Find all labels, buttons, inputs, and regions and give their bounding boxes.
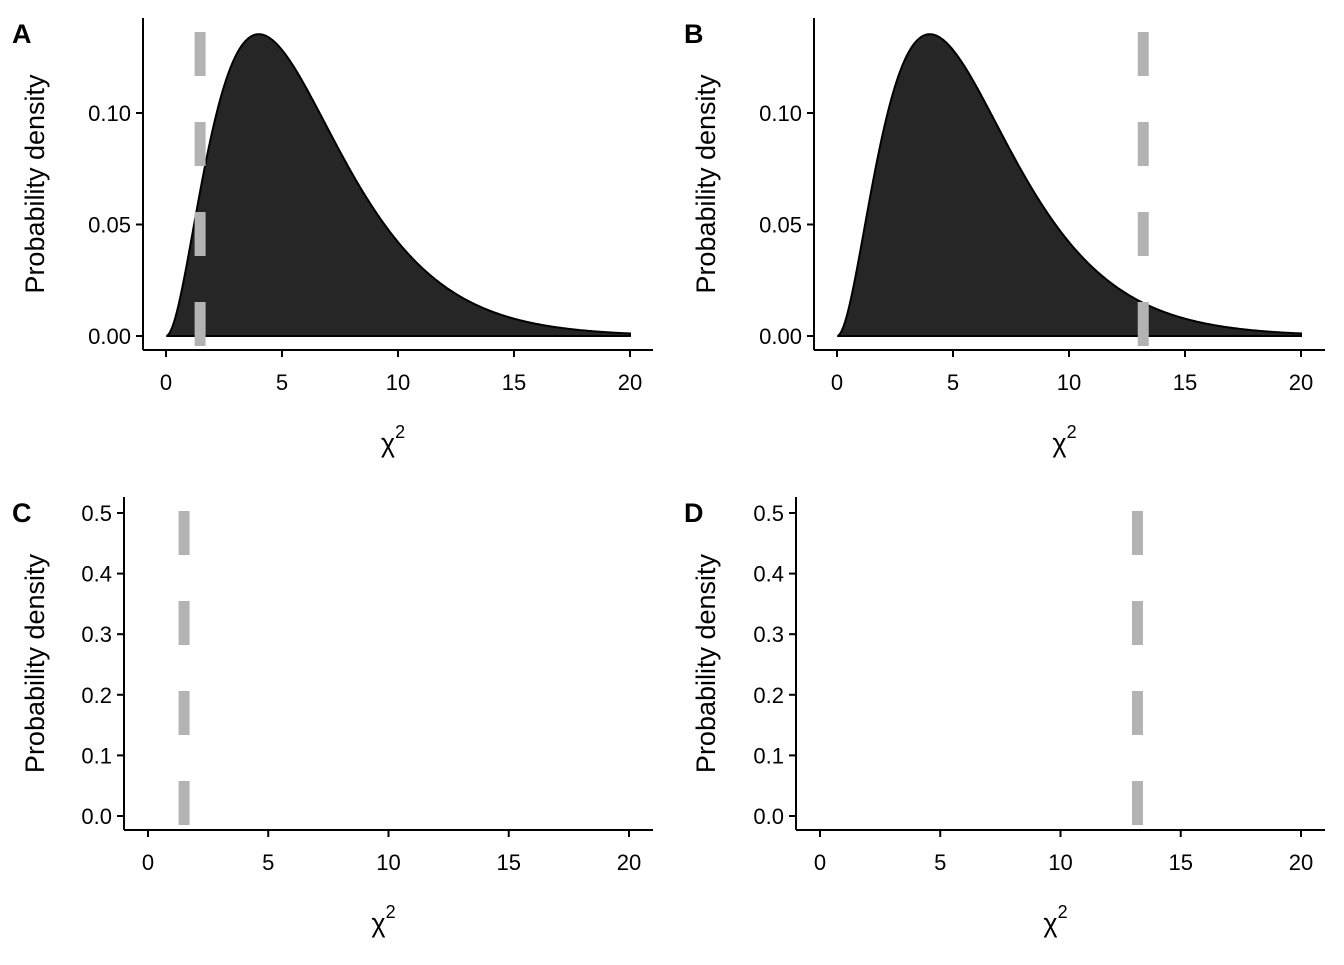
x-tick-label: 0 [142, 850, 154, 875]
y-tick-label: 0.0 [81, 804, 112, 829]
x-tick-label: 20 [1289, 850, 1313, 875]
x-tick-label: 5 [276, 370, 288, 395]
x-tick-label: 20 [618, 370, 642, 395]
y-tick-label: 0.0 [753, 804, 784, 829]
y-tick-label: 0.4 [753, 562, 784, 587]
y-tick-label: 0.3 [81, 622, 112, 647]
panel-tag: D [684, 498, 704, 528]
y-tick-label: 0.1 [81, 743, 112, 768]
y-tick-label: 0.4 [81, 562, 112, 587]
x-tick-label: 15 [1169, 850, 1193, 875]
x-tick-label: 10 [1048, 850, 1072, 875]
x-tick-label: 15 [502, 370, 526, 395]
density-area [837, 33, 1302, 337]
y-tick-label: 0.10 [88, 101, 131, 126]
x-tick-label: 10 [376, 850, 400, 875]
y-axis-title: Probability density [691, 553, 721, 773]
x-tick-label: 20 [1289, 370, 1313, 395]
y-tick-label: 0.00 [88, 324, 131, 349]
x-tick-label: 5 [947, 370, 959, 395]
y-tick-label: 0.5 [81, 501, 112, 526]
y-axis-title: Probability density [20, 74, 50, 294]
y-tick-label: 0.00 [759, 324, 802, 349]
x-axis-title-chi: χ [1043, 908, 1057, 938]
x-axis-title-sup: 2 [1067, 422, 1077, 442]
x-axis-title: χ2 [371, 902, 395, 938]
x-axis-title: χ2 [1043, 902, 1067, 938]
x-tick-label: 20 [617, 850, 641, 875]
x-tick-label: 10 [386, 370, 410, 395]
y-tick-label: 0.10 [759, 101, 802, 126]
panel-c: 0 5 10 15 20 0.0 0.1 0.2 0.3 0.4 0.5 χ2 Probability … [12, 497, 653, 938]
x-tick-label: 5 [934, 850, 946, 875]
x-axis-title-chi: χ [381, 428, 395, 458]
x-tick-label: 10 [1057, 370, 1081, 395]
y-tick-label: 0.05 [88, 213, 131, 238]
y-axis-title: Probability density [20, 553, 50, 773]
y-tick-label: 0.2 [81, 683, 112, 708]
x-axis-title-chi: χ [1052, 428, 1066, 458]
x-axis-title: χ2 [1052, 422, 1076, 458]
panel-tag: C [12, 498, 32, 528]
x-tick-label: 0 [831, 370, 843, 395]
y-tick-label: 0.1 [753, 743, 784, 768]
x-axis-title-sup: 2 [386, 902, 396, 922]
x-axis-title-chi: χ [371, 908, 385, 938]
y-tick-label: 0.2 [753, 683, 784, 708]
y-axis-title: Probability density [691, 74, 721, 294]
panel-tag: A [12, 19, 32, 49]
panel-a: 0 5 10 15 20 0.00 0.05 0.10 χ2 Probability densit… [12, 18, 653, 458]
y-tick-label: 0.05 [759, 213, 802, 238]
x-tick-label: 5 [262, 850, 274, 875]
x-axis-title-sup: 2 [1058, 902, 1068, 922]
panel-tag: B [684, 19, 704, 49]
x-tick-label: 0 [814, 850, 826, 875]
panel-b: 0 5 10 15 20 0.00 0.05 0.10 χ2 Probability densit… [684, 18, 1325, 458]
x-tick-label: 15 [497, 850, 521, 875]
y-tick-label: 0.3 [753, 622, 784, 647]
x-axis-title: χ2 [381, 422, 405, 458]
x-axis-title-sup: 2 [395, 422, 405, 442]
density-area [166, 33, 631, 337]
x-tick-label: 0 [160, 370, 172, 395]
y-tick-label: 0.5 [753, 501, 784, 526]
x-tick-label: 15 [1173, 370, 1197, 395]
panel-d: 0 5 10 15 20 0.0 0.1 0.2 0.3 0.4 0.5 χ2 Probability … [684, 497, 1325, 938]
